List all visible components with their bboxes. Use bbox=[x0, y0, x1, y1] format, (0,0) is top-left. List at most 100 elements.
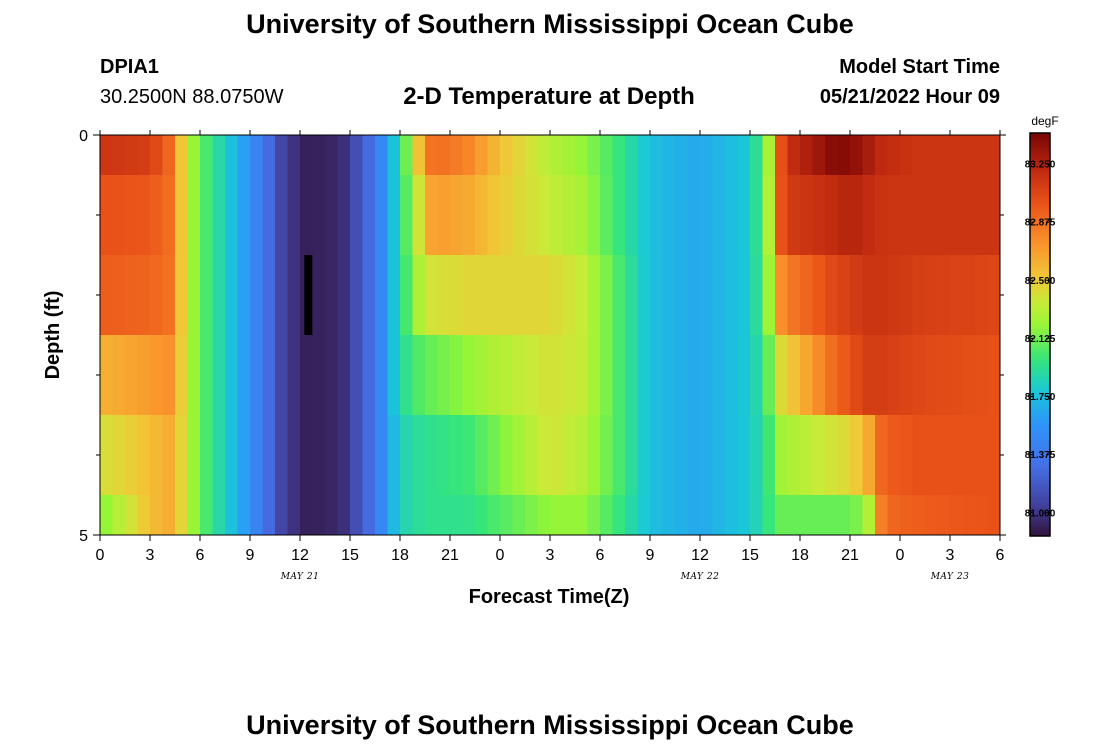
heatmap-cell bbox=[512, 135, 526, 176]
heatmap-cell bbox=[100, 495, 114, 536]
heatmap-cell bbox=[912, 415, 926, 496]
colorbar-tick-label: 82.875 bbox=[1025, 218, 1056, 229]
heatmap-cell bbox=[125, 255, 139, 336]
heatmap-cell bbox=[712, 335, 726, 416]
heatmap-cell bbox=[550, 255, 564, 336]
heatmap-cell bbox=[400, 175, 414, 256]
heatmap-cell bbox=[150, 255, 164, 336]
heatmap-cell bbox=[725, 255, 739, 336]
x-tick-label: 15 bbox=[341, 547, 359, 564]
heatmap-cell bbox=[700, 255, 714, 336]
heatmap-cell bbox=[825, 255, 839, 336]
heatmap-cell bbox=[337, 335, 351, 416]
heatmap-cell bbox=[550, 495, 564, 536]
heatmap-cell bbox=[337, 495, 351, 536]
heatmap-cell bbox=[387, 135, 401, 176]
heatmap-cell bbox=[837, 335, 851, 416]
heatmap-cell bbox=[200, 255, 214, 336]
heatmap-cell bbox=[912, 255, 926, 336]
heatmap-cell bbox=[862, 175, 876, 256]
heatmap-cell bbox=[525, 335, 539, 416]
heatmap-cell bbox=[112, 175, 126, 256]
heatmap-cell bbox=[737, 135, 751, 176]
heatmap-cell bbox=[500, 135, 514, 176]
heatmap-cell bbox=[787, 415, 801, 496]
heatmap-cell bbox=[850, 495, 864, 536]
heatmap-cell bbox=[325, 495, 339, 536]
heatmap-cell bbox=[425, 255, 439, 336]
heatmap-cell bbox=[200, 175, 214, 256]
heatmap-cell bbox=[862, 255, 876, 336]
heatmap-cell bbox=[375, 175, 389, 256]
heatmap-cell bbox=[850, 175, 864, 256]
heatmap-cell bbox=[462, 335, 476, 416]
heatmap-cell bbox=[637, 255, 651, 336]
heatmap-cell bbox=[737, 415, 751, 496]
heatmap-cell bbox=[162, 495, 176, 536]
heatmap-cell bbox=[262, 255, 276, 336]
heatmap-cell bbox=[675, 255, 689, 336]
heatmap-cell bbox=[212, 255, 226, 336]
heatmap-cell bbox=[275, 495, 289, 536]
heatmap-cell bbox=[675, 335, 689, 416]
heatmap-cell bbox=[675, 175, 689, 256]
heatmap-cell bbox=[400, 255, 414, 336]
heatmap-cell bbox=[312, 495, 326, 536]
heatmap-cell bbox=[162, 255, 176, 336]
heatmap-cell bbox=[750, 495, 764, 536]
heatmap-cell bbox=[187, 135, 201, 176]
heatmap-cell bbox=[537, 255, 551, 336]
heatmap-cell bbox=[437, 495, 451, 536]
heatmap-cell bbox=[662, 335, 676, 416]
heatmap-cell bbox=[162, 415, 176, 496]
heatmap-cell bbox=[800, 175, 814, 256]
heatmap-cell bbox=[762, 255, 776, 336]
heatmap-cell bbox=[300, 135, 314, 176]
heatmap-cell bbox=[775, 135, 789, 176]
heatmap-cell bbox=[787, 255, 801, 336]
x-tick-label: 15 bbox=[741, 547, 759, 564]
heatmap-cell bbox=[950, 175, 964, 256]
heatmap-cell bbox=[187, 335, 201, 416]
heatmap-cell bbox=[637, 335, 651, 416]
heatmap-cell bbox=[150, 175, 164, 256]
heatmap-cell bbox=[900, 175, 914, 256]
chart-title: 2-D Temperature at Depth bbox=[403, 83, 695, 110]
heatmap-cell bbox=[212, 175, 226, 256]
heatmap-cell bbox=[137, 335, 151, 416]
heatmap-cell bbox=[162, 335, 176, 416]
heatmap-cell bbox=[312, 255, 326, 336]
heatmap-cell bbox=[225, 415, 239, 496]
heatmap-cell bbox=[950, 255, 964, 336]
heatmap-cell bbox=[875, 335, 889, 416]
heatmap-cell bbox=[325, 335, 339, 416]
heatmap-cell bbox=[137, 135, 151, 176]
heatmap-cell bbox=[750, 135, 764, 176]
heatmap-cell bbox=[525, 255, 539, 336]
heatmap-cells bbox=[100, 135, 1001, 536]
heatmap-cell bbox=[237, 335, 251, 416]
heatmap-cell bbox=[787, 175, 801, 256]
heatmap-cell bbox=[800, 415, 814, 496]
heatmap-cell bbox=[725, 495, 739, 536]
heatmap-cell bbox=[537, 415, 551, 496]
heatmap-cell bbox=[612, 495, 626, 536]
heatmap-cell bbox=[562, 495, 576, 536]
heatmap-cell bbox=[237, 175, 251, 256]
x-tick-label: 9 bbox=[246, 547, 255, 564]
heatmap-cell bbox=[812, 415, 826, 496]
heatmap-cell bbox=[987, 175, 1001, 256]
heatmap-cell bbox=[975, 495, 989, 536]
heatmap-cell bbox=[912, 135, 926, 176]
heatmap-cell bbox=[625, 135, 639, 176]
heatmap-cell bbox=[537, 335, 551, 416]
heatmap-cell bbox=[237, 255, 251, 336]
heatmap-cell bbox=[525, 175, 539, 256]
heatmap-cell bbox=[100, 255, 114, 336]
heatmap-cell bbox=[787, 135, 801, 176]
colorbar-ticks: 81.000 81.375 81.750 82.125 82.500 82.875 83.2… bbox=[1025, 160, 1056, 520]
heatmap-cell bbox=[487, 495, 501, 536]
heatmap-cell bbox=[975, 415, 989, 496]
heatmap-cell bbox=[425, 415, 439, 496]
heatmap-cell bbox=[900, 335, 914, 416]
